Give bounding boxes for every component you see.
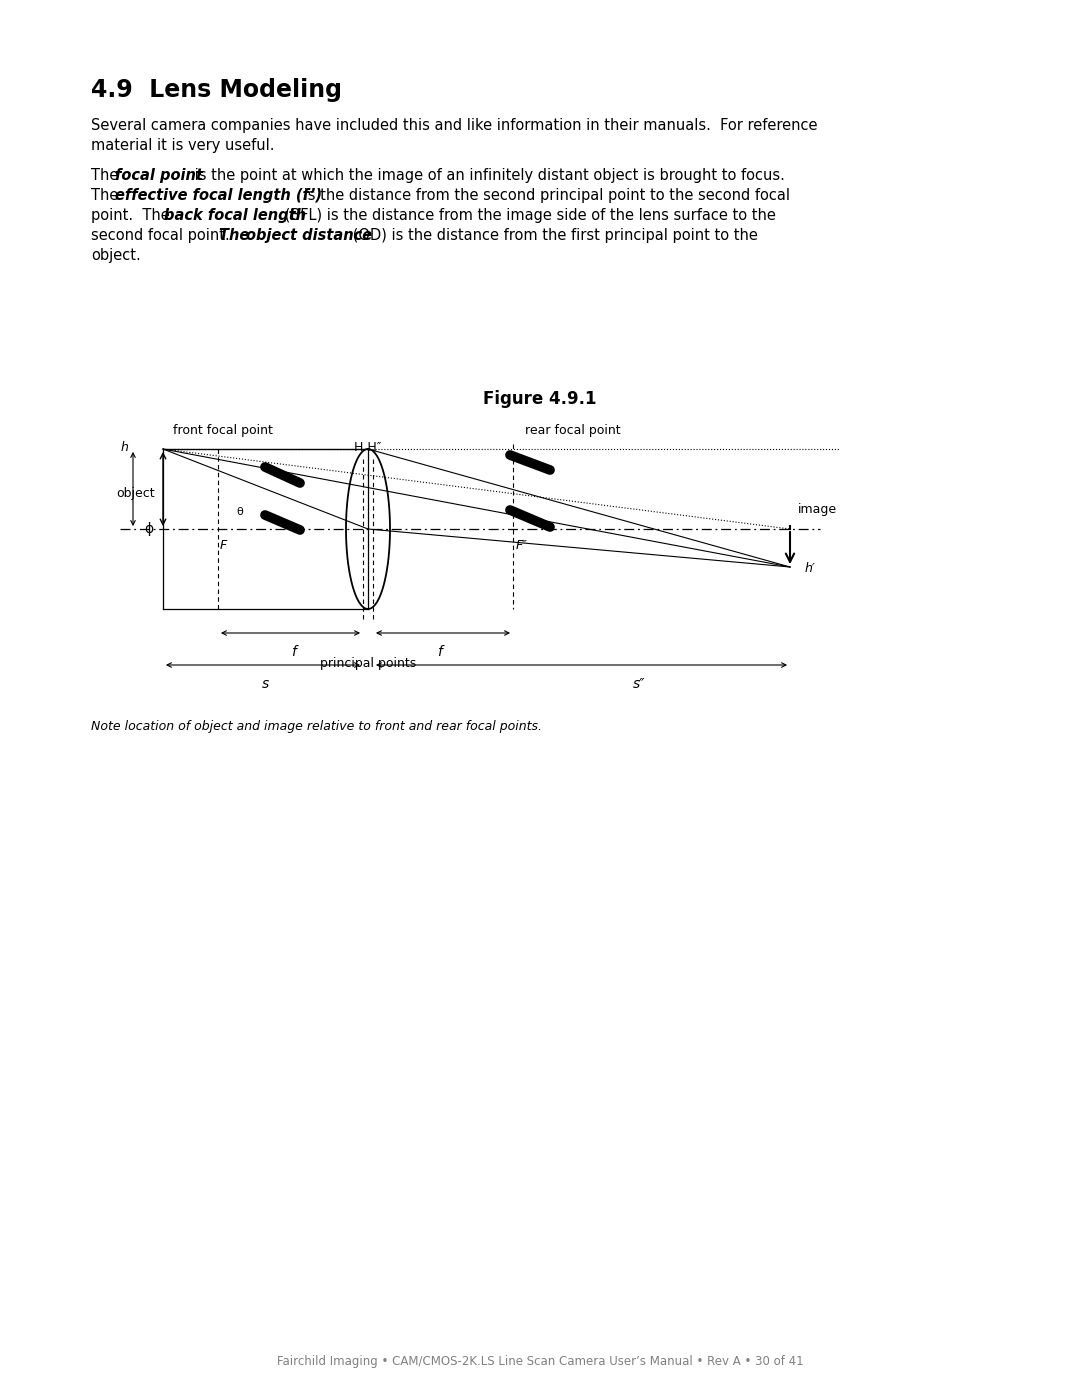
Text: F″: F″ <box>516 539 528 552</box>
Text: F: F <box>220 539 227 552</box>
Text: is the distance from the second principal point to the second focal: is the distance from the second principa… <box>299 189 789 203</box>
Text: effective focal length (f’): effective focal length (f’) <box>116 189 323 203</box>
Text: H H″: H H″ <box>354 441 381 454</box>
Text: object distance: object distance <box>246 228 373 243</box>
Text: image: image <box>798 503 837 515</box>
Text: front focal point: front focal point <box>173 425 273 437</box>
Text: object: object <box>117 488 156 500</box>
Text: is the point at which the image of an infinitely distant object is brought to fo: is the point at which the image of an in… <box>190 168 785 183</box>
Text: s: s <box>261 678 269 692</box>
Text: (BFL) is the distance from the image side of the lens surface to the: (BFL) is the distance from the image sid… <box>280 208 775 224</box>
Text: 4.9  Lens Modeling: 4.9 Lens Modeling <box>91 78 342 102</box>
Text: focal point: focal point <box>116 168 203 183</box>
Text: Note location of object and image relative to front and rear focal points.: Note location of object and image relati… <box>91 719 542 733</box>
Text: Fairchild Imaging • CAM/CMOS-2K.LS Line Scan Camera User’s Manual • Rev A • 30 o: Fairchild Imaging • CAM/CMOS-2K.LS Line … <box>276 1355 804 1369</box>
Text: The: The <box>91 189 123 203</box>
Text: θ: θ <box>237 507 243 517</box>
Text: The: The <box>91 168 123 183</box>
Text: back focal length: back focal length <box>164 208 307 224</box>
Text: object.: object. <box>91 249 140 263</box>
Text: h′: h′ <box>805 562 815 576</box>
Text: Several camera companies have included this and like information in their manual: Several camera companies have included t… <box>91 117 818 152</box>
Text: second focal point.: second focal point. <box>91 228 239 243</box>
Text: point.  The: point. The <box>91 208 174 224</box>
Text: principal points: principal points <box>320 657 416 671</box>
Text: (OD) is the distance from the first principal point to the: (OD) is the distance from the first prin… <box>348 228 758 243</box>
Text: ϕ: ϕ <box>144 522 153 536</box>
Text: h: h <box>120 441 129 454</box>
Text: Figure 4.9.1: Figure 4.9.1 <box>483 390 597 408</box>
Text: s″: s″ <box>633 678 645 692</box>
Text: f: f <box>291 645 296 659</box>
Text: f: f <box>437 645 443 659</box>
Text: The: The <box>219 228 255 243</box>
Text: rear focal point: rear focal point <box>525 425 621 437</box>
